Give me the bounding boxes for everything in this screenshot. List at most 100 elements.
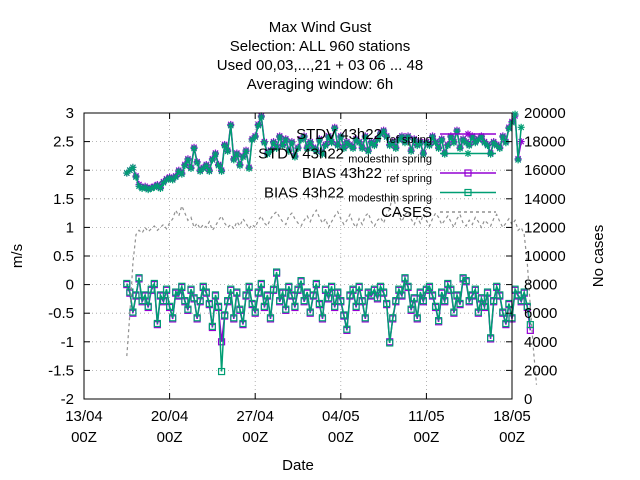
y2-tick-label: 0 [524, 391, 532, 408]
data-point [187, 285, 195, 293]
data-point [294, 144, 302, 152]
x-tick-label-sub: 00Z [242, 429, 268, 446]
data-point [325, 133, 333, 141]
data-point [464, 188, 472, 197]
data-point [520, 288, 528, 296]
data-point [334, 288, 342, 296]
data-point [407, 147, 415, 155]
data-point [257, 113, 265, 121]
data-point [236, 162, 244, 170]
y-axis-label: m/s [9, 244, 26, 268]
data-point [312, 147, 320, 155]
y2-tick-label: 4000 [524, 334, 557, 351]
data-point [196, 297, 204, 305]
data-point [343, 325, 351, 333]
x-tick-label-sub: 00Z [413, 429, 439, 446]
data-point [496, 144, 504, 152]
legend-label: BIAS 43h22 ref spring [302, 165, 432, 185]
title-line-0: Max Wind Gust [269, 19, 372, 36]
data-point [416, 139, 424, 147]
series-4 [126, 194, 538, 385]
y2-tick-label: 8000 [524, 277, 557, 294]
data-point [358, 144, 366, 152]
data-point [242, 147, 250, 155]
data-point [217, 367, 226, 376]
data-point [260, 139, 268, 147]
data-point [208, 156, 216, 164]
data-point [435, 144, 443, 152]
y-tick-label: 2.5 [53, 134, 74, 151]
data-point [227, 122, 235, 130]
data-point [211, 291, 220, 299]
legend-label: BIAS 43h22 modesthin spring [264, 185, 432, 205]
y-tick-label: 1.5 [53, 191, 74, 208]
data-point [514, 156, 522, 164]
y2-tick-label: 16000 [524, 162, 566, 179]
y2-axis-label: No cases [590, 225, 607, 288]
data-point [490, 297, 498, 305]
data-point [294, 285, 302, 293]
data-point [462, 276, 470, 285]
data-point [318, 314, 327, 322]
data-point [474, 136, 482, 144]
data-point [361, 314, 369, 322]
data-point [505, 124, 513, 132]
data-point [214, 302, 223, 310]
data-point [392, 297, 400, 305]
data-point [517, 297, 525, 305]
data-point [370, 142, 378, 150]
data-point [276, 297, 284, 305]
data-point [484, 142, 492, 150]
data-point [230, 314, 238, 322]
y-axis-ticks: -2 -1.5 -1 -0.5 0 0.5 1 1.5 2 2.5 3 [48, 105, 90, 408]
data-point [404, 282, 412, 290]
x-tick-label-sub: 00Z [499, 429, 525, 446]
data-point [178, 170, 186, 178]
data-point [138, 185, 146, 193]
series-line [126, 113, 522, 191]
data-point [419, 150, 427, 158]
data-point [208, 322, 216, 330]
title-line-3: Averaging window: 6h [247, 76, 393, 93]
data-point [324, 294, 333, 302]
data-point [190, 144, 198, 152]
data-point [398, 133, 406, 141]
data-point [181, 297, 189, 305]
data-point [364, 147, 372, 155]
data-point [331, 302, 339, 310]
series-line [126, 194, 538, 385]
data-point [309, 291, 317, 299]
y-tick-label: -1 [61, 334, 74, 351]
data-point [480, 302, 489, 310]
data-point [340, 144, 348, 152]
data-point [386, 339, 394, 347]
data-point [205, 167, 213, 175]
data-point [373, 136, 381, 144]
data-point [471, 285, 479, 293]
data-point [159, 297, 168, 305]
data-point [254, 122, 262, 130]
data-point [464, 130, 472, 138]
data-point [221, 142, 229, 150]
title-line-1: Selection: ALL 960 stations [230, 38, 410, 55]
data-point [273, 268, 281, 276]
data-point [123, 279, 131, 288]
data-point [373, 294, 382, 302]
data-point [245, 282, 253, 290]
data-point [236, 305, 244, 313]
data-point [401, 139, 409, 147]
y2-tick-label: 18000 [524, 134, 566, 151]
data-point [224, 297, 232, 305]
series-3 [123, 268, 534, 376]
data-point [383, 133, 391, 141]
data-point [285, 147, 293, 155]
data-point [331, 124, 339, 132]
data-point [511, 110, 519, 118]
data-point [499, 133, 507, 141]
data-point [205, 299, 213, 308]
x-tick-label: 11/05 [408, 408, 444, 425]
data-point [447, 285, 455, 293]
data-point [254, 288, 262, 296]
data-point [175, 291, 183, 299]
